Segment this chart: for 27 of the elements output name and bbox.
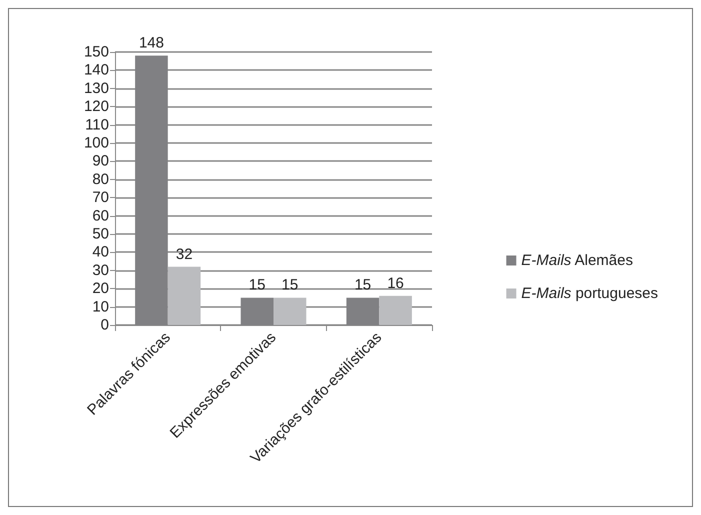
legend-label: E-Mails portugueses	[521, 285, 658, 302]
y-tick-label: 80	[92, 170, 109, 188]
y-tick-label: 110	[85, 116, 109, 134]
data-label: 15	[354, 276, 372, 294]
y-tick-label: 50	[92, 226, 109, 242]
y-tick-label: 20	[92, 280, 109, 298]
legend-label: E-Mails Alemães	[521, 252, 633, 269]
data-label: 15	[248, 276, 266, 294]
y-tick-label: 70	[92, 189, 109, 206]
data-label: 32	[176, 246, 193, 263]
bar	[379, 296, 412, 325]
bar	[274, 298, 306, 325]
y-tick-label: 150	[84, 44, 109, 60]
y-tick-label: 40	[92, 244, 109, 261]
bar	[168, 266, 201, 325]
y-tick-label: 100	[84, 134, 109, 152]
y-tick-label: 120	[84, 98, 109, 116]
y-tick-label: 10	[92, 298, 109, 316]
y-tick-label: 0	[100, 316, 109, 334]
y-tick-label: 140	[84, 62, 109, 79]
y-tick-label: 60	[92, 207, 109, 224]
y-tick-label: 90	[92, 152, 109, 170]
y-tick-label: 130	[84, 80, 109, 97]
y-tick-label: 30	[92, 262, 109, 279]
data-label: 16	[387, 274, 404, 292]
data-label: 148	[138, 34, 164, 52]
data-label: 15	[282, 276, 298, 294]
